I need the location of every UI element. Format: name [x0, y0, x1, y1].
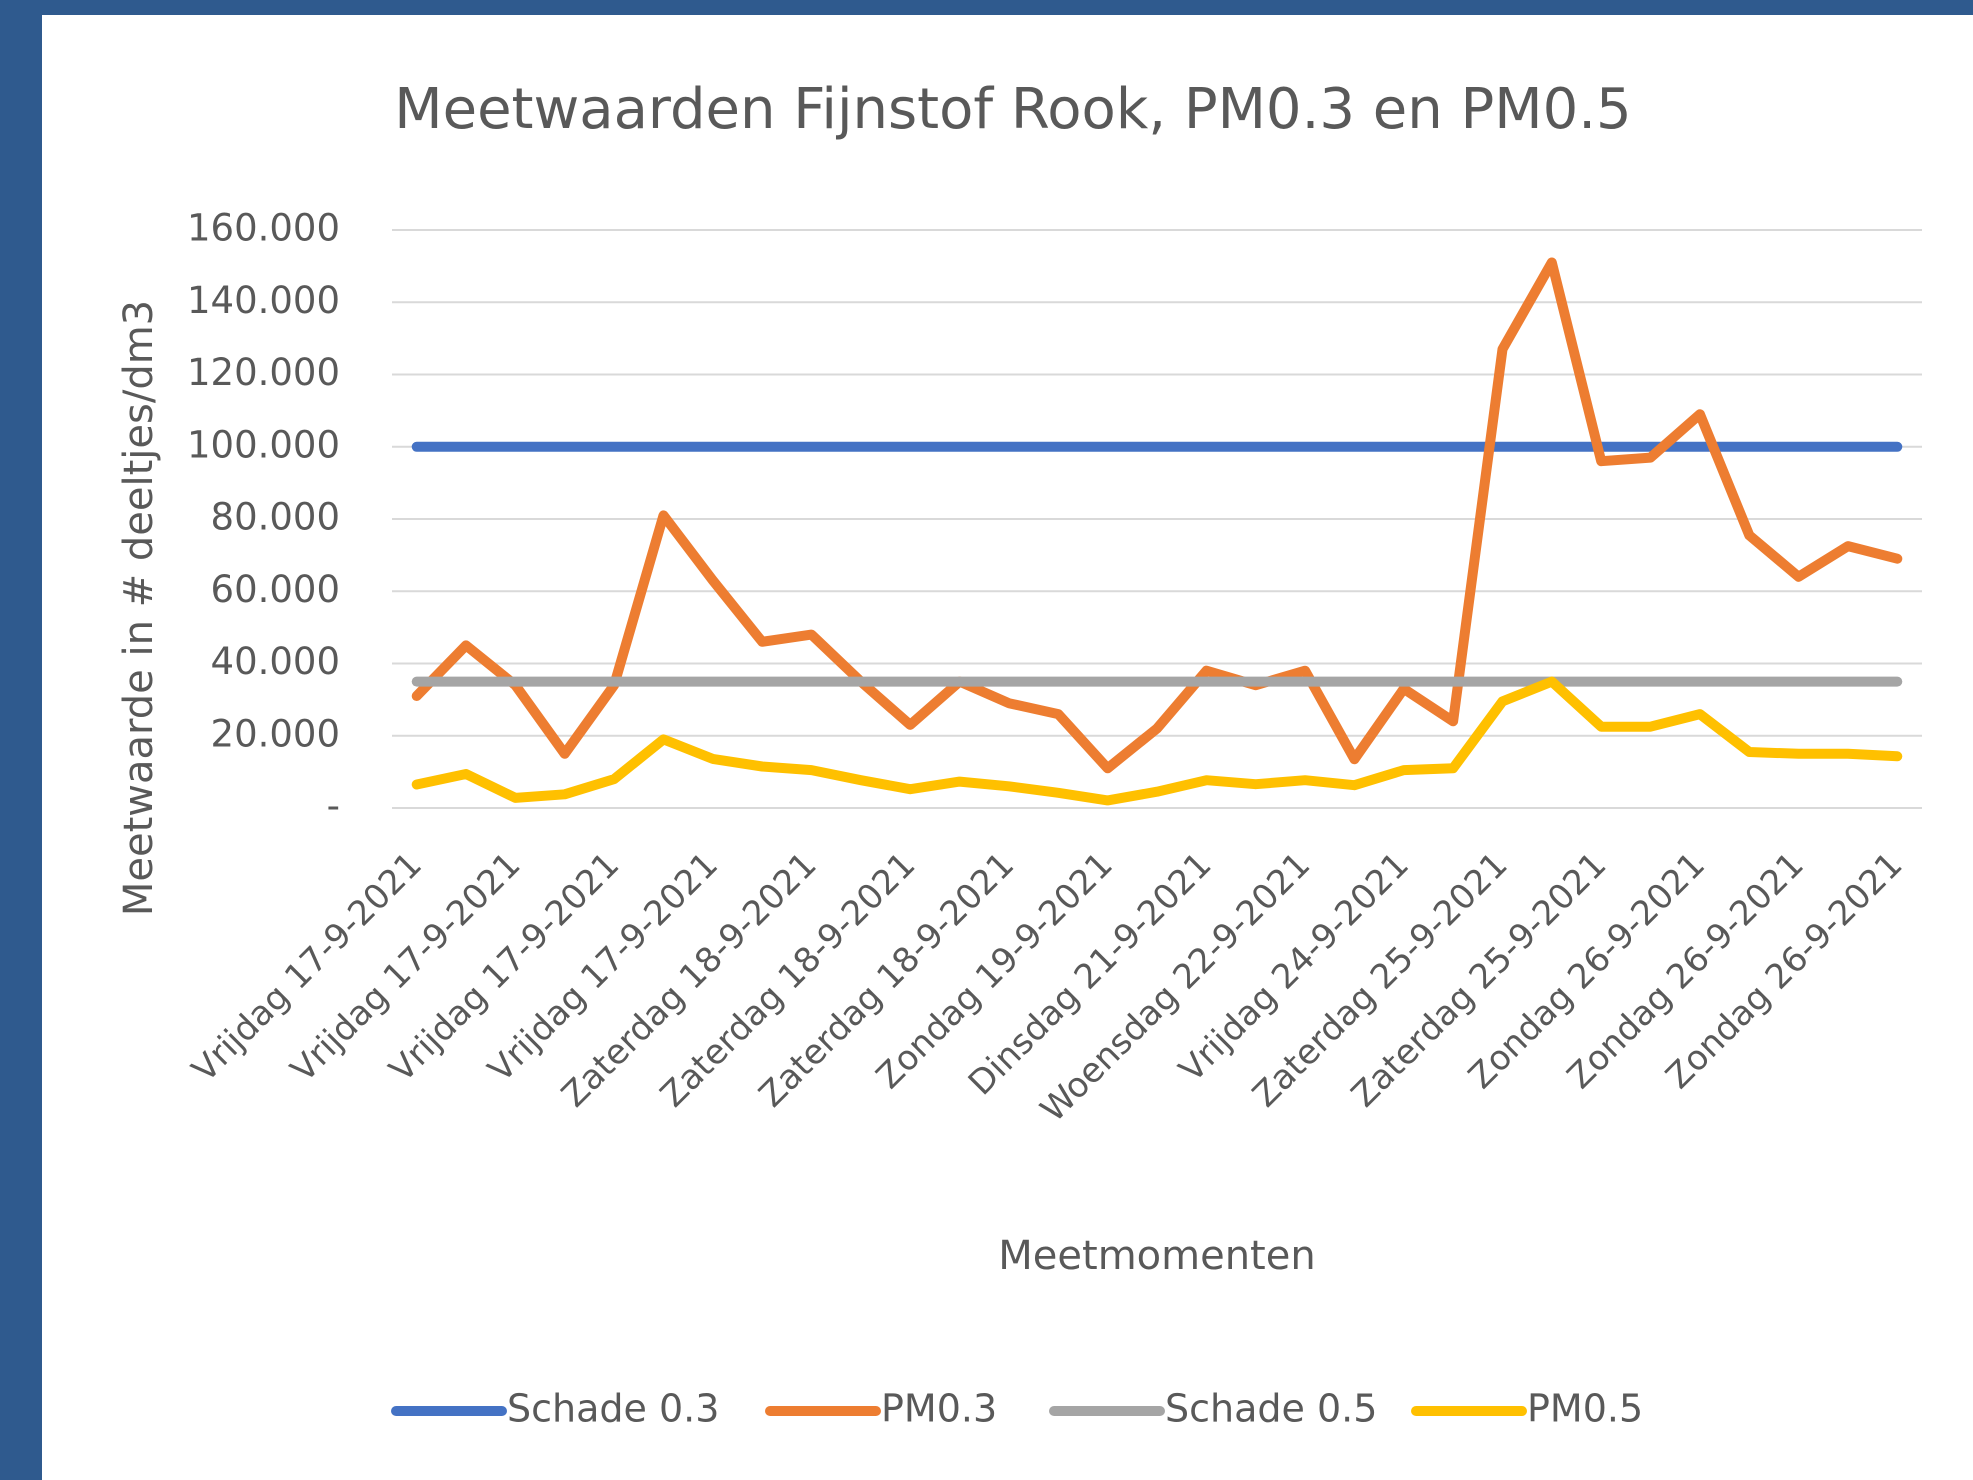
y-tick-label: 80.000	[211, 496, 340, 539]
legend-label: Schade 0.5	[1165, 1387, 1377, 1431]
chart-area	[42, 15, 1973, 1480]
legend-label: PM0.3	[881, 1387, 997, 1431]
y-tick-label: 40.000	[211, 640, 340, 683]
y-tick-label: -	[327, 785, 340, 828]
y-axis-title: Meetwaarde in # deeltjes/dm3	[116, 300, 162, 916]
y-tick-label: 160.000	[187, 207, 340, 250]
series-line	[411, 676, 1903, 806]
chart-title: Meetwaarden Fijnstof Rook, PM0.3 en PM0.…	[394, 77, 1631, 142]
legend-label: Schade 0.3	[507, 1387, 719, 1431]
legend-label: PM0.5	[1527, 1387, 1643, 1431]
y-tick-label: 60.000	[211, 568, 340, 611]
series-line	[411, 257, 1903, 774]
y-tick-label: 140.000	[187, 279, 340, 322]
x-axis-title: Meetmomenten	[998, 1233, 1315, 1279]
y-tick-label: 120.000	[187, 351, 340, 394]
y-tick-label: 100.000	[187, 423, 340, 466]
y-tick-label: 20.000	[211, 712, 340, 755]
